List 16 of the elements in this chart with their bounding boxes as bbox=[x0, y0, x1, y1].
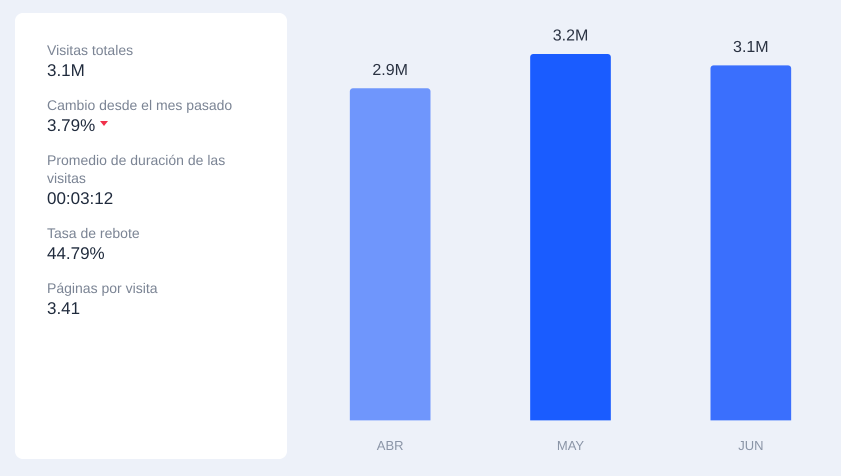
text: Promedio de duración de las visitas bbox=[47, 151, 226, 187]
x-tick-label: JUN bbox=[738, 438, 764, 453]
x-tick-label: MAY bbox=[556, 438, 584, 453]
data-label: 3.1M bbox=[733, 39, 769, 56]
text: 3.41 bbox=[47, 299, 82, 319]
data-label: 2.9M bbox=[372, 62, 408, 80]
text: Tasa de rebote bbox=[47, 224, 141, 242]
text: 44.79% bbox=[47, 244, 106, 264]
text: 00:03:12 bbox=[47, 189, 114, 209]
text: 3.1M bbox=[47, 61, 86, 81]
text: Páginas por visita bbox=[47, 279, 159, 297]
data-label: 3.2M bbox=[552, 28, 588, 45]
text: Cambio desde el mes pasado bbox=[47, 96, 234, 114]
text: 3.79% bbox=[47, 116, 96, 136]
x-tick-label: ABR bbox=[376, 438, 404, 453]
text: Visitas totales bbox=[47, 41, 134, 59]
